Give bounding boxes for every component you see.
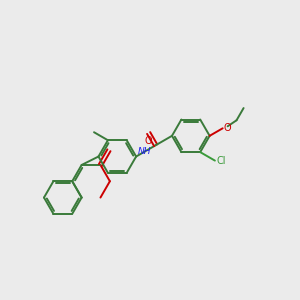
Text: NH: NH — [137, 147, 151, 156]
Text: O: O — [145, 136, 152, 146]
Text: Cl: Cl — [217, 156, 226, 166]
Text: O: O — [224, 123, 231, 133]
